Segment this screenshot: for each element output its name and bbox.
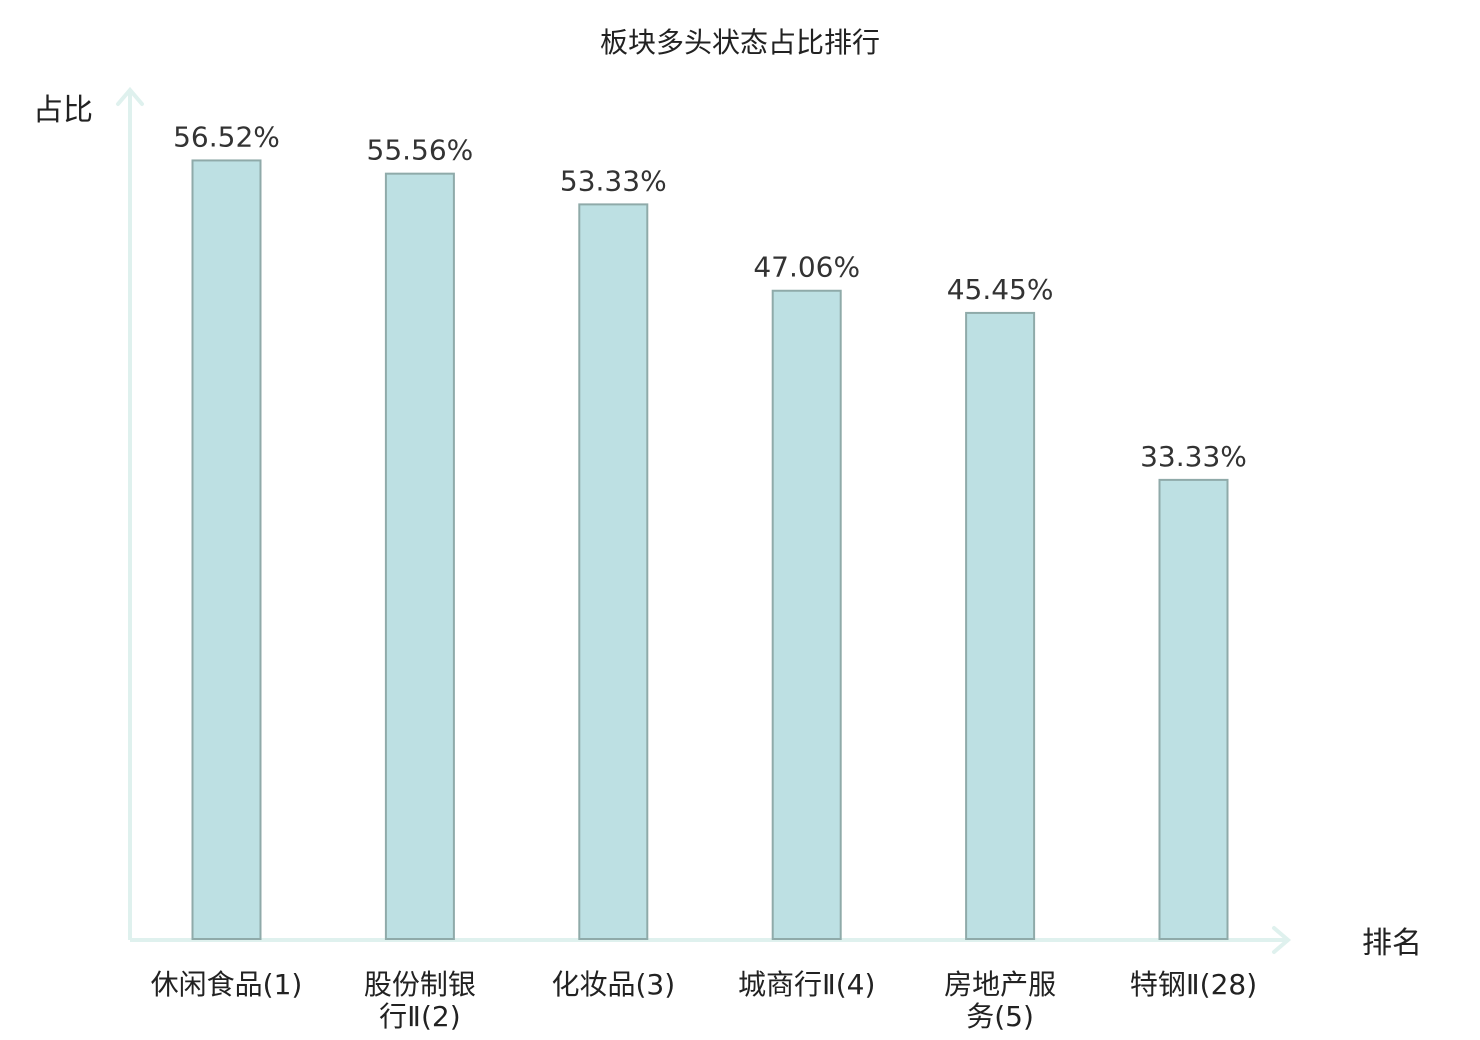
bar-1 <box>191 159 262 940</box>
y-axis-label: 占比 <box>33 93 93 128</box>
bar-3 <box>578 203 649 940</box>
y-axis-arrow-icon <box>116 86 144 106</box>
x-tick-label-2-line-1: 股份制银 <box>364 968 476 1001</box>
data-label-2: 55.56% <box>367 134 474 167</box>
x-tick-label-5-line-2: 务(5) <box>966 1000 1034 1033</box>
data-label-5: 45.45% <box>947 273 1054 306</box>
x-tick-label-5-line-1: 房地产服 <box>944 968 1056 1001</box>
x-tick-label-3: 化妆品(3) <box>551 968 675 1001</box>
data-label-3: 53.33% <box>560 164 667 197</box>
bar-2 <box>384 172 455 940</box>
chart-title: 板块多头状态占比排行 <box>600 26 880 59</box>
data-label-6: 33.33% <box>1140 440 1247 473</box>
data-label-4: 47.06% <box>753 251 860 284</box>
x-tick-label-4: 城商行Ⅱ(4) <box>738 968 875 1001</box>
y-axis <box>116 86 144 940</box>
data-labels: 56.52% 55.56% 53.33% 47.06% 45.45% 33.33% <box>173 120 1247 472</box>
bar-6 <box>1158 478 1229 940</box>
bars <box>191 159 1229 941</box>
x-axis-label: 排名 <box>1362 926 1422 961</box>
x-tick-label-6: 特钢Ⅱ(28) <box>1130 968 1257 1001</box>
bar-5 <box>965 311 1036 940</box>
x-tick-label-1: 休闲食品(1) <box>151 968 303 1001</box>
bar-4 <box>771 289 842 941</box>
x-tick-label-2-line-2: 行Ⅱ(2) <box>379 1000 460 1033</box>
data-label-1: 56.52% <box>173 120 280 153</box>
x-axis-arrow-icon <box>1272 926 1292 954</box>
x-axis <box>130 926 1292 954</box>
